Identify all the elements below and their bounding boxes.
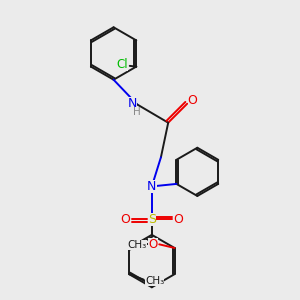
Text: O: O <box>188 94 197 106</box>
Text: Cl: Cl <box>117 58 128 71</box>
Text: O: O <box>148 238 158 251</box>
Text: CH₃: CH₃ <box>128 240 147 250</box>
Text: O: O <box>173 213 183 226</box>
Text: N: N <box>147 180 157 193</box>
Text: CH₃: CH₃ <box>145 277 164 286</box>
Text: H: H <box>133 107 140 118</box>
Text: O: O <box>120 213 130 226</box>
Text: S: S <box>148 213 156 226</box>
Text: N: N <box>128 97 137 110</box>
